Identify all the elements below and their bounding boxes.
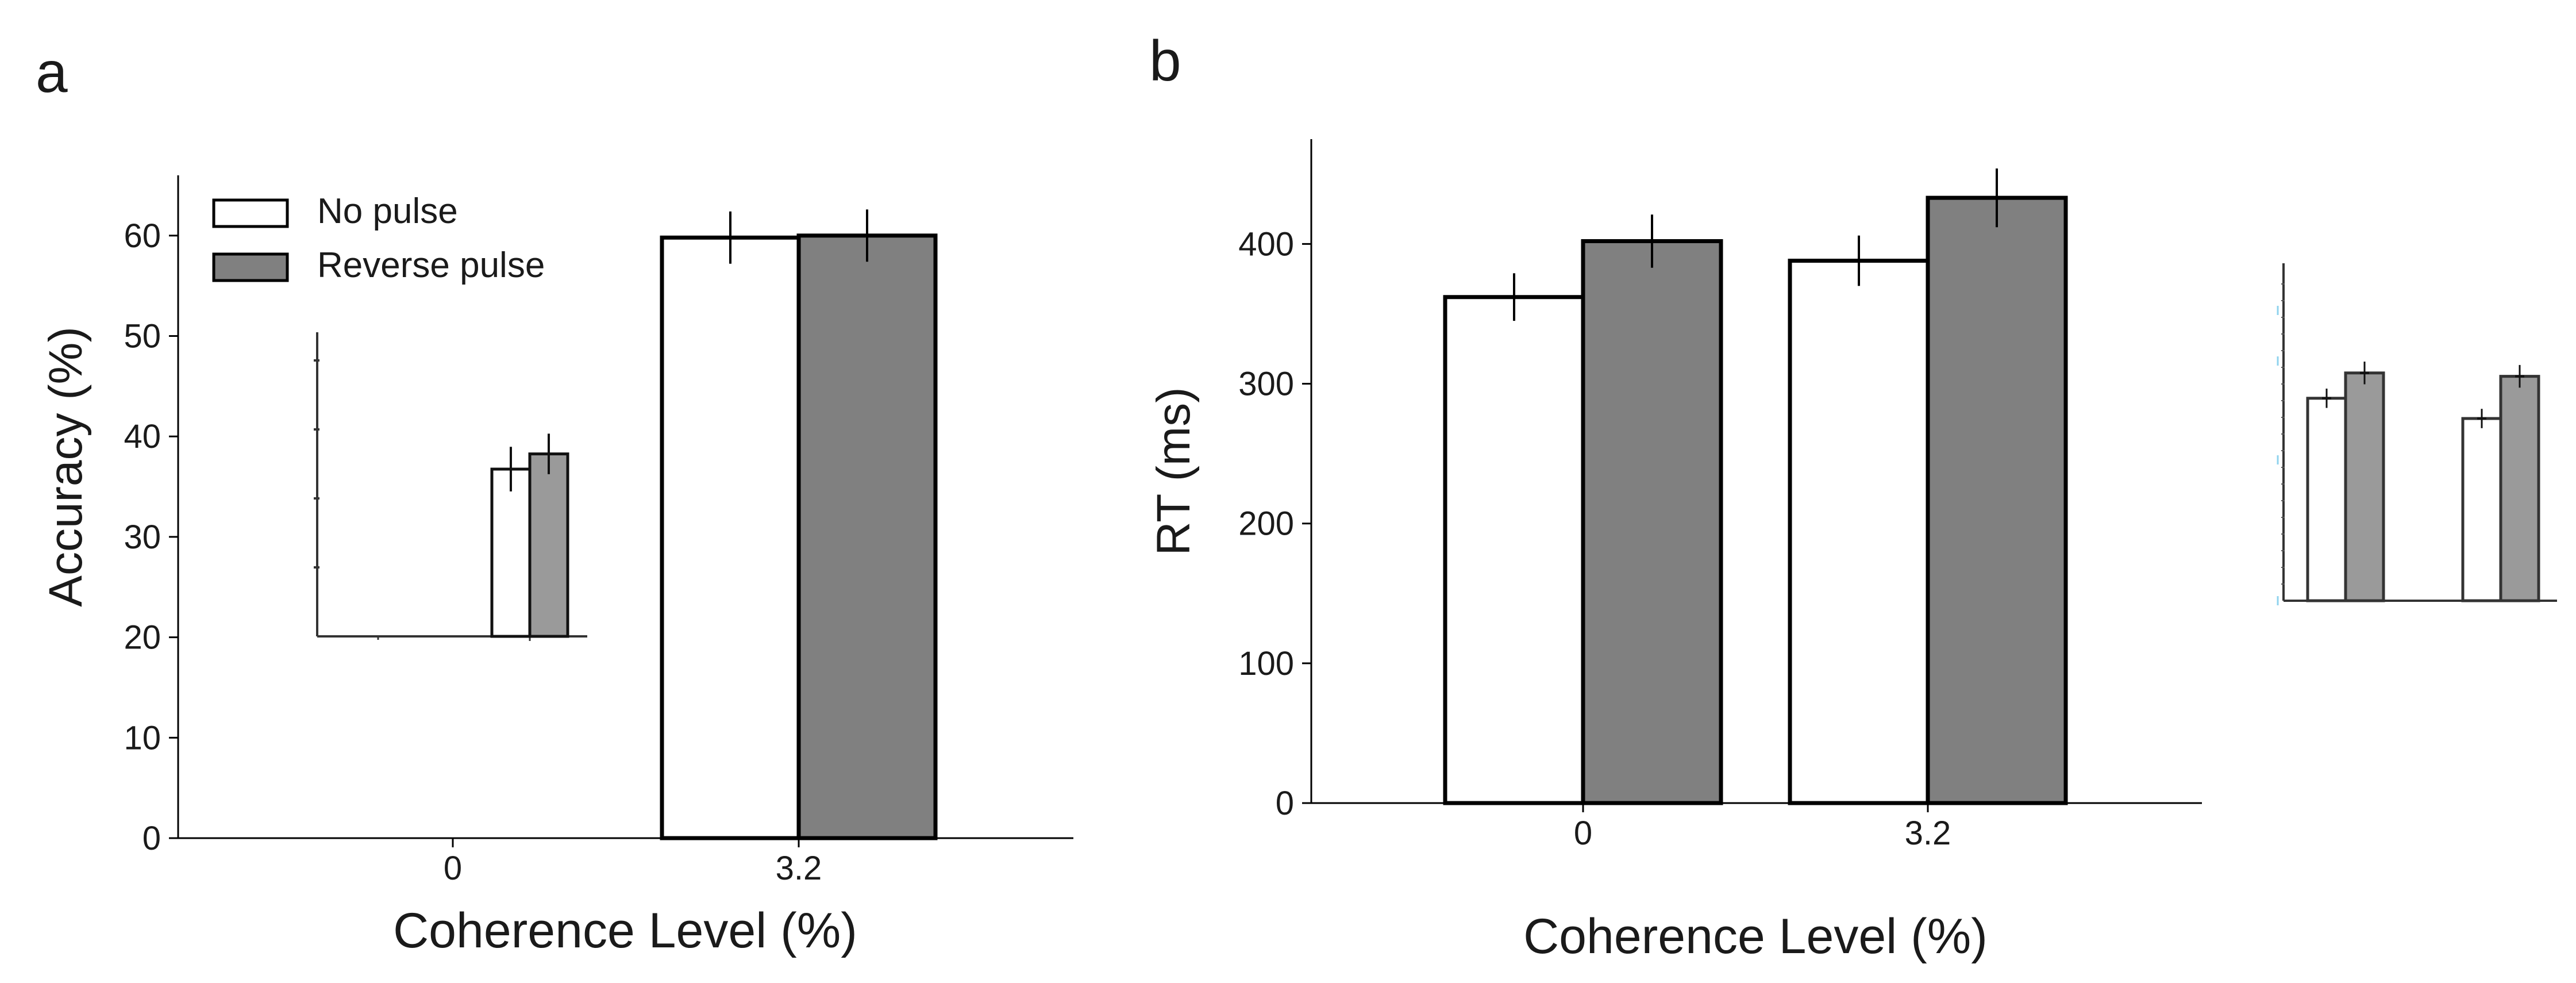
panel-a-inset-bar-reverse-pulse xyxy=(528,452,569,638)
panel-b-y-tick-label: 400 xyxy=(1238,225,1294,263)
panel-a-x-tick-label: 0 xyxy=(444,850,462,887)
panel-a-bar-reverse-pulse-1 xyxy=(796,233,938,840)
panel-b-bar-reverse-pulse-1 xyxy=(1926,195,2068,805)
panel-a-inset-bar-no-pulse xyxy=(490,467,532,638)
panel-a-x-axis-label: Coherence Level (%) xyxy=(393,903,857,958)
panel-b-y-tick-label: 100 xyxy=(1238,645,1294,682)
panel-b-inset xyxy=(2277,263,2557,605)
panel-b-y-tick-label: 300 xyxy=(1238,366,1294,403)
panel-a-y-tick-label: 40 xyxy=(124,418,161,455)
panel-a-y-tick-label: 60 xyxy=(124,217,161,255)
panel-b-bar-reverse-pulse-0 xyxy=(1581,239,1723,805)
panel-a-y-tick-label: 30 xyxy=(124,519,161,556)
legend-label-reverse-pulse: Reverse pulse xyxy=(317,245,545,285)
panel-a-bar-no-pulse-1 xyxy=(660,235,801,840)
panel-b-letter: b xyxy=(1149,29,1181,93)
panel-a-inset xyxy=(314,332,587,641)
panel-b-x-tick-label: 0 xyxy=(1574,815,1592,852)
panel-b-inset-bar-no-pulse-0 xyxy=(2306,397,2347,602)
legend-label-no-pulse: No pulse xyxy=(317,191,458,231)
legend-swatch-no-pulse xyxy=(212,198,289,228)
panel-a-y-axis-label: Accuracy (%) xyxy=(40,327,92,607)
panel-b-y-axis-label: RT (ms) xyxy=(1148,387,1200,555)
panel-b-y-tick-label: 0 xyxy=(1276,785,1294,822)
panel-a-y-tick-label: 0 xyxy=(143,820,161,857)
panel-b-inset-bar-reverse-pulse-0 xyxy=(2344,371,2385,602)
panel-b-x-tick-label: 3.2 xyxy=(1905,815,1951,852)
panel-a-chart: 0 10 20 30 40 50 60 0 3.2 No pulse Reverse puls… xyxy=(40,175,1073,958)
panel-a-y-tick-label: 10 xyxy=(124,719,161,757)
panel-a-x-tick-label: 3.2 xyxy=(776,850,822,887)
panel-b-bar-no-pulse-0 xyxy=(1443,295,1585,805)
panel-a-letter: a xyxy=(36,40,68,105)
legend: No pulse Reverse pulse xyxy=(212,191,545,285)
legend-swatch-reverse-pulse xyxy=(212,252,289,282)
panel-b-y-tick-label: 200 xyxy=(1238,505,1294,543)
panel-a-y-tick-label: 20 xyxy=(124,619,161,656)
panel-b-chart: 0 100 200 300 400 0 3.2 RT (ms) Coherence Lev… xyxy=(1148,139,2557,964)
panel-b-bar-no-pulse-1 xyxy=(1788,259,1930,805)
panel-b-x-axis-label: Coherence Level (%) xyxy=(1523,909,1988,964)
panel-b-inset-bar-no-pulse-1 xyxy=(2461,417,2502,602)
panel-a-y-tick-label: 50 xyxy=(124,318,161,355)
panel-b-inset-bar-reverse-pulse-1 xyxy=(2499,375,2540,602)
